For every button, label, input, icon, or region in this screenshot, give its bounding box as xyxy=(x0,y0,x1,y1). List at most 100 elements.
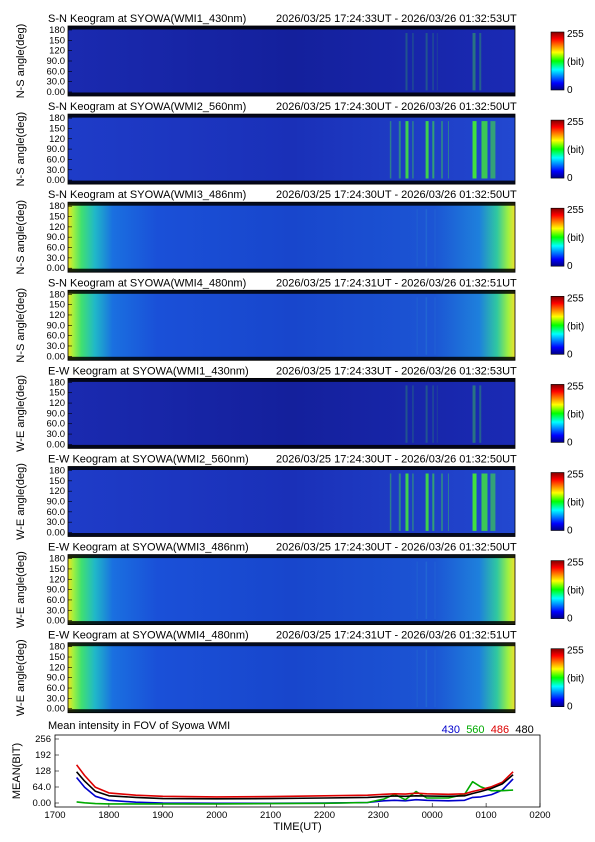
angle-tick-label: 120 xyxy=(49,310,65,321)
angle-tick-label: 0.00 xyxy=(47,528,66,539)
aurora-streak xyxy=(405,385,408,443)
angle-tick-label: 30.0 xyxy=(47,341,66,352)
aurora-streak xyxy=(425,649,428,708)
legend-entry: 430 xyxy=(442,724,460,736)
aurora-streak xyxy=(472,121,477,179)
aurora-streak xyxy=(434,649,436,708)
angle-axis-label: W-E angle(deg) xyxy=(15,551,27,628)
angle-tick-label: 30.0 xyxy=(47,253,66,264)
angle-tick-label: 60.0 xyxy=(47,595,66,606)
keogram-edge-band xyxy=(68,180,515,185)
aurora-streak xyxy=(434,561,436,619)
colorbar xyxy=(550,560,565,619)
keogram-title: S-N Keogram at SYOWA(WMI2_560nm) xyxy=(48,101,246,113)
colorbar-unit-label: (bit) xyxy=(567,498,584,509)
keogram-image xyxy=(68,378,515,449)
keogram-title: S-N Keogram at SYOWA(WMI3_486nm) xyxy=(48,189,246,201)
colorbar-max-label: 255 xyxy=(567,293,584,304)
angle-tick-label: 0.00 xyxy=(47,351,66,362)
colorbar xyxy=(550,295,565,355)
angle-tick-label: 180 xyxy=(49,554,65,565)
colorbar-max-label: 255 xyxy=(567,29,584,40)
x-tick-label: 1900 xyxy=(152,810,173,821)
angle-axis-label: N-S angle(deg) xyxy=(15,200,27,275)
keogram-image xyxy=(68,202,515,273)
angle-tick-label: 60.0 xyxy=(47,66,66,77)
aurora-streak xyxy=(447,121,449,179)
angle-tick-label: 0.00 xyxy=(47,704,66,715)
aurora-streak xyxy=(425,385,428,443)
colorbar xyxy=(550,648,565,708)
aurora-streak xyxy=(490,121,496,179)
x-tick-label: 0200 xyxy=(529,810,550,821)
angle-tick-label: 180 xyxy=(49,25,65,36)
chart-title: Mean intensity in FOV of Syowa WMI xyxy=(48,720,230,732)
angle-tick-label: 120 xyxy=(49,46,65,57)
colorbar-min-label: 0 xyxy=(567,173,573,184)
keogram-panel: E-W Keogram at SYOWA(WMI4_480nm) 2026/03/… xyxy=(15,630,584,716)
angle-tick-label: 30.0 xyxy=(47,429,66,440)
colorbar-unit-label: (bit) xyxy=(567,674,584,685)
aurora-streak xyxy=(436,33,438,91)
angle-tick-label: 0.00 xyxy=(47,87,66,98)
keogram-title: E-W Keogram at SYOWA(WMI1_430nm) xyxy=(48,365,249,377)
colorbar-unit-label: (bit) xyxy=(567,586,584,597)
colorbar-unit-label: (bit) xyxy=(567,409,584,420)
aurora-streak xyxy=(434,297,436,355)
aurora-streak xyxy=(434,209,436,267)
x-tick-label: 1800 xyxy=(98,810,119,821)
keogram-edge-band xyxy=(68,709,515,713)
colorbar-min-label: 0 xyxy=(567,349,573,360)
colorbar-max-label: 255 xyxy=(567,381,584,392)
series-line-430 xyxy=(75,776,514,805)
aurora-streak xyxy=(490,473,496,531)
keogram-title: E-W Keogram at SYOWA(WMI3_486nm) xyxy=(48,542,249,554)
colorbar-min-label: 0 xyxy=(567,261,573,272)
aurora-streak xyxy=(398,473,401,531)
keogram-time-range: 2026/03/25 17:24:33UT - 2026/03/26 01:32… xyxy=(276,13,517,25)
keogram-edge-band xyxy=(68,378,515,382)
aurora-streak xyxy=(479,33,482,91)
angle-tick-label: 150 xyxy=(49,300,65,311)
aurora-streak xyxy=(472,33,476,91)
keogram-edge-band xyxy=(68,466,515,470)
angle-tick-label: 120 xyxy=(49,398,65,409)
angle-tick-label: 30.0 xyxy=(47,605,66,616)
angle-tick-label: 60.0 xyxy=(47,419,66,430)
colorbar-min-label: 0 xyxy=(567,526,573,537)
x-axis-label: TIME(UT) xyxy=(273,821,321,833)
aurora-streak xyxy=(416,561,418,619)
angle-tick-label: 180 xyxy=(49,113,65,124)
aurora-streak xyxy=(481,473,488,531)
angle-axis-label: N-S angle(deg) xyxy=(15,24,27,99)
keogram-edge-band xyxy=(68,554,515,559)
colorbar xyxy=(550,119,565,179)
x-tick-label: 2300 xyxy=(368,810,389,821)
keogram-title: E-W Keogram at SYOWA(WMI4_480nm) xyxy=(48,630,249,642)
angle-tick-label: 90.0 xyxy=(47,144,66,155)
angle-tick-label: 90.0 xyxy=(47,232,66,243)
colorbar-max-label: 255 xyxy=(567,558,584,569)
colorbar-unit-label: (bit) xyxy=(567,145,584,156)
colorbar-min-label: 0 xyxy=(567,437,573,448)
angle-tick-label: 180 xyxy=(49,377,65,388)
colorbar-unit-label: (bit) xyxy=(567,233,584,244)
keogram-time-range: 2026/03/25 17:24:30UT - 2026/03/26 01:32… xyxy=(276,454,517,466)
keogram-edge-band xyxy=(68,290,515,294)
angle-tick-label: 30.0 xyxy=(47,165,66,176)
keogram-time-range: 2026/03/25 17:24:33UT - 2026/03/26 01:32… xyxy=(276,365,517,377)
x-tick-label: 0100 xyxy=(476,810,497,821)
aurora-streak xyxy=(441,473,443,531)
angle-tick-label: 150 xyxy=(49,123,65,134)
keogram-panel: E-W Keogram at SYOWA(WMI3_486nm) 2026/03/… xyxy=(15,542,584,628)
angle-tick-label: 120 xyxy=(49,222,65,233)
angle-tick-label: 60.0 xyxy=(47,507,66,518)
keogram-time-range: 2026/03/25 17:24:31UT - 2026/03/26 01:32… xyxy=(276,630,517,642)
angle-tick-label: 60.0 xyxy=(47,331,66,342)
angle-axis-label: N-S angle(deg) xyxy=(15,112,27,187)
x-tick-label: 1700 xyxy=(44,810,65,821)
y-axis-label: MEAN(BIT) xyxy=(11,743,23,799)
keogram-edge-band xyxy=(68,444,515,449)
angle-tick-label: 180 xyxy=(49,466,65,477)
